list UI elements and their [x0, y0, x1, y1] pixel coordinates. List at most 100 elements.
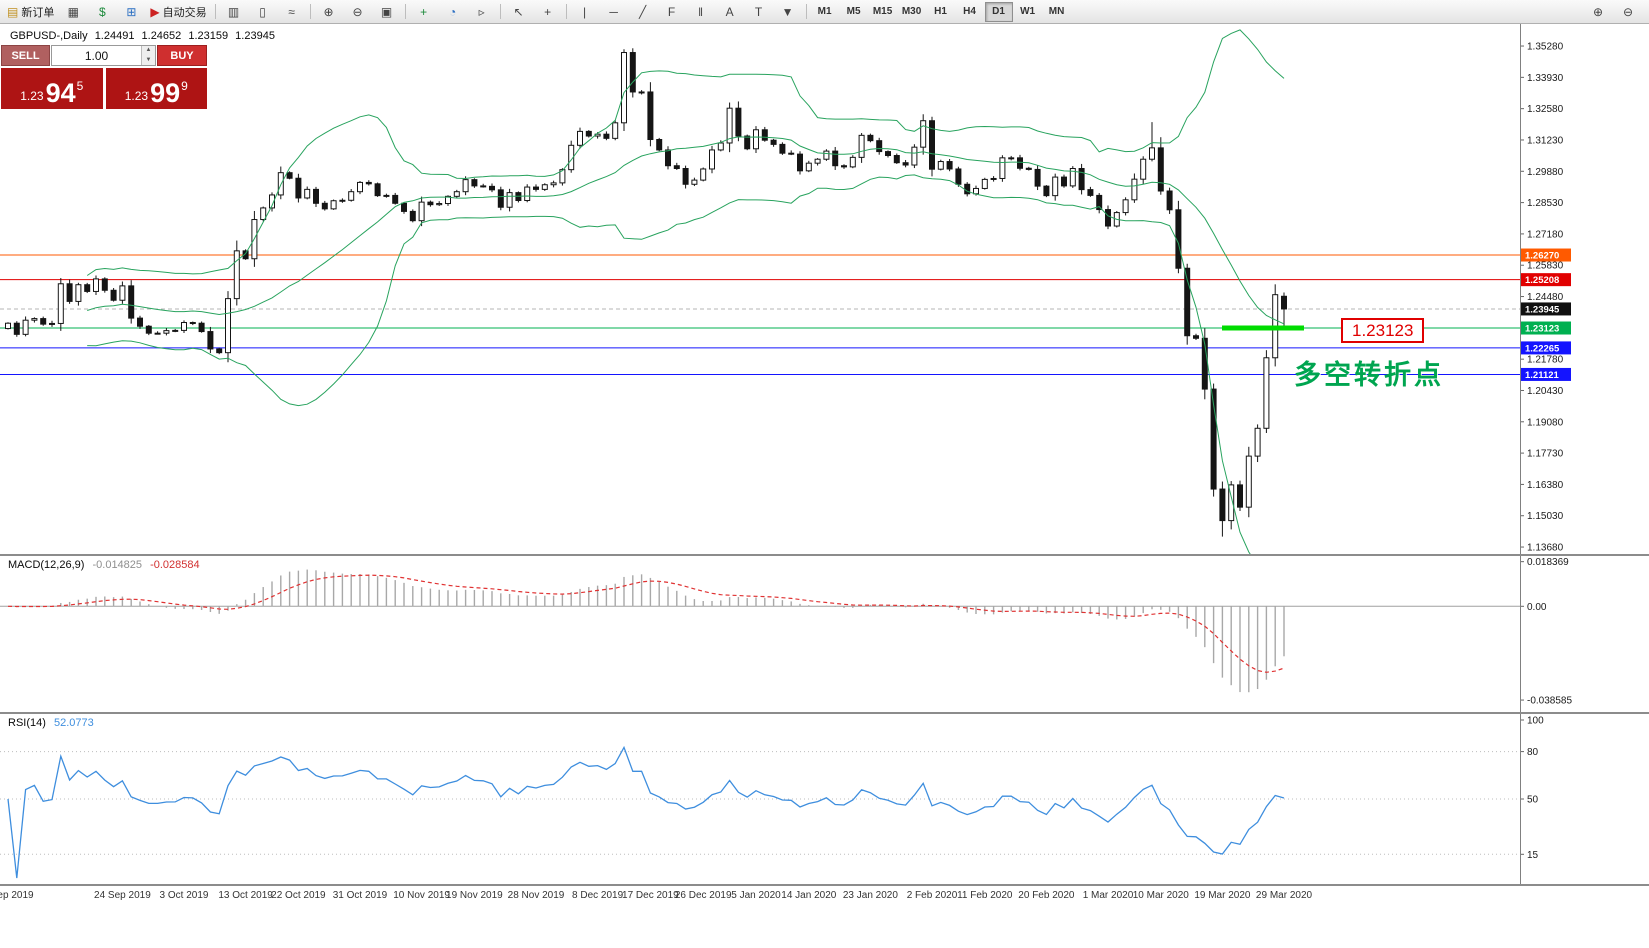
vertical-line-button[interactable]: |: [571, 1, 599, 23]
autotrade-button[interactable]: ▶ 自动交易: [146, 1, 210, 23]
sell-price-sup: 5: [76, 79, 84, 93]
date-label: 5 Jan 2020: [731, 890, 781, 901]
zoom-out-button[interactable]: ⊖: [344, 1, 372, 23]
svg-text:1.31230: 1.31230: [1527, 135, 1564, 146]
timeframe-d1-button[interactable]: D1: [984, 1, 1013, 22]
svg-text:1.23123: 1.23123: [1525, 324, 1559, 335]
market-watch-button[interactable]: $: [88, 1, 116, 23]
svg-text:15: 15: [1527, 850, 1539, 861]
date-label: 10 Nov 2019: [393, 890, 450, 901]
toolbar-separator: [404, 4, 406, 19]
rsi-line: [7, 745, 1285, 879]
horizontal-line-button[interactable]: ─: [600, 1, 628, 23]
svg-text:1.25208: 1.25208: [1525, 275, 1559, 286]
svg-text:1.29880: 1.29880: [1527, 167, 1564, 178]
line-chart-button[interactable]: ≈: [278, 1, 306, 23]
navigator-button[interactable]: ⊞: [117, 1, 145, 23]
buy-button[interactable]: BUY: [157, 45, 207, 66]
candlestick-icon: ▯: [259, 4, 266, 19]
clock-icon: ◔: [448, 4, 457, 19]
svg-text:50: 50: [1527, 795, 1539, 806]
timeframe-mn-button[interactable]: MN: [1048, 6, 1065, 17]
low-value: 1.23159: [188, 30, 229, 42]
svg-text:1.17730: 1.17730: [1527, 449, 1564, 460]
zoom-out-icon: ⊖: [352, 4, 363, 19]
sell-button[interactable]: SELL: [1, 45, 50, 66]
macd-signal-line: [7, 574, 1285, 673]
macd-label: MACD(12,26,9) -0.014825 -0.028584: [8, 559, 205, 571]
panel-divider[interactable]: [0, 712, 1649, 714]
chart-profile-button[interactable]: ▦: [59, 1, 87, 23]
price-scale: 1.35280 1.33930 1.32580 1.31230 1.29880 1.285…: [1520, 42, 1564, 554]
search-plus-button[interactable]: ⊕: [1584, 1, 1612, 23]
buy-price[interactable]: 1.23 99 9: [105, 68, 207, 109]
crosshair-button[interactable]: +: [534, 1, 562, 23]
text-label-button[interactable]: T: [745, 1, 773, 23]
tile-windows-button[interactable]: ▣: [373, 1, 401, 23]
timeframe-m1-button[interactable]: M1: [817, 6, 832, 17]
vertical-line-icon: |: [583, 4, 587, 19]
panel-divider[interactable]: [0, 554, 1649, 556]
svg-text:1.21780: 1.21780: [1527, 355, 1564, 366]
timeframe-m5-button[interactable]: M5: [846, 6, 861, 17]
volume-input[interactable]: [52, 46, 141, 65]
rsi-panel[interactable]: 100 80 50 15: [0, 714, 1649, 884]
bar-chart-button[interactable]: ▥: [220, 1, 248, 23]
text-button[interactable]: A: [716, 1, 744, 23]
new-order-button[interactable]: ▤ 新订单: [3, 1, 58, 23]
svg-text:1.22265: 1.22265: [1525, 343, 1560, 354]
zoom-in-icon: ⊕: [323, 4, 334, 19]
crosshair-icon: +: [544, 4, 552, 19]
date-label: 1 Mar 2020: [1082, 890, 1134, 901]
rsi-name: RSI(14): [8, 717, 46, 729]
text-icon: A: [725, 4, 734, 19]
toolbar-separator: [805, 4, 807, 19]
timeframe-m30-button[interactable]: M30: [901, 6, 922, 17]
date-label: 8 Dec 2019: [572, 890, 624, 901]
sell-price-big: 94: [45, 78, 76, 109]
timeframe-h4-button[interactable]: H4: [963, 6, 976, 17]
trendline-button[interactable]: ╱: [629, 1, 657, 23]
svg-text:1.32580: 1.32580: [1527, 104, 1564, 115]
time-axis[interactable]: 5 Sep 2019 24 Sep 2019 3 Oct 2019 13 Oct 20…: [0, 886, 1649, 948]
cursor-icon: ↖: [513, 4, 524, 19]
cursor-button[interactable]: ↖: [505, 1, 533, 23]
date-label: 29 Mar 2020: [1255, 890, 1313, 901]
bar-chart-icon: ▥: [227, 4, 240, 19]
svg-text:1.25830: 1.25830: [1527, 261, 1564, 272]
shapes-icon: ▼: [781, 4, 794, 19]
one-click-trading-panel: SELL ▲▼ BUY 1.23 94 5 1.23 99 9: [1, 45, 207, 109]
line-chart-icon: ≈: [288, 4, 295, 19]
chinese-annotation-text[interactable]: 多空转折点: [1294, 360, 1444, 390]
timeframe-m15-button[interactable]: M15: [872, 6, 893, 17]
macd-panel[interactable]: 0.018369 0.00 -0.038585: [0, 556, 1649, 712]
price-level-label[interactable]: 1.23123: [1341, 318, 1425, 343]
timeframe-w1-button[interactable]: W1: [1020, 6, 1036, 17]
search-minus-button[interactable]: ⊖: [1614, 1, 1642, 23]
volume-stepper[interactable]: ▲ ▼: [141, 46, 155, 65]
svg-text:1.33930: 1.33930: [1527, 73, 1564, 84]
zoom-in-button[interactable]: ⊕: [315, 1, 343, 23]
svg-text:1.28530: 1.28530: [1527, 198, 1564, 209]
toolbar-separator: [499, 4, 501, 19]
clock-button[interactable]: ◔: [439, 1, 467, 23]
new-chart-button[interactable]: +: [410, 1, 438, 23]
date-label: 13 Oct 2019: [218, 890, 273, 901]
channel-button[interactable]: ‖: [687, 1, 715, 23]
price-chart[interactable]: 1.35280 1.33930 1.32580 1.31230 1.29880 1.285…: [0, 24, 1649, 554]
main-toolbar: ▤ 新订单 ▦ $ ⊞ ▶ 自动交易 ▥ ▯ ≈ ⊕ ⊖ ▣ + ◔ ▹ ↖ + | ─ ╱ F ‖ A T ▼ M1 M5 M15 M3…: [0, 0, 1649, 24]
timeframe-h1-button[interactable]: H1: [934, 6, 947, 17]
high-value: 1.24652: [141, 30, 182, 42]
buy-price-big: 99: [150, 78, 181, 109]
date-label: 22 Oct 2019: [271, 890, 326, 901]
fibonacci-button[interactable]: F: [658, 1, 686, 23]
shapes-button[interactable]: ▼: [774, 1, 802, 23]
date-label: 19 Mar 2020: [1194, 890, 1251, 901]
svg-text:1.24480: 1.24480: [1527, 292, 1564, 303]
new-chart-icon: +: [420, 4, 428, 19]
date-label: 31 Oct 2019: [332, 890, 388, 901]
svg-text:0.018369: 0.018369: [1527, 557, 1569, 568]
chart-shift-button[interactable]: ▹: [468, 1, 496, 23]
candlestick-button[interactable]: ▯: [249, 1, 277, 23]
sell-price[interactable]: 1.23 94 5: [1, 68, 103, 109]
